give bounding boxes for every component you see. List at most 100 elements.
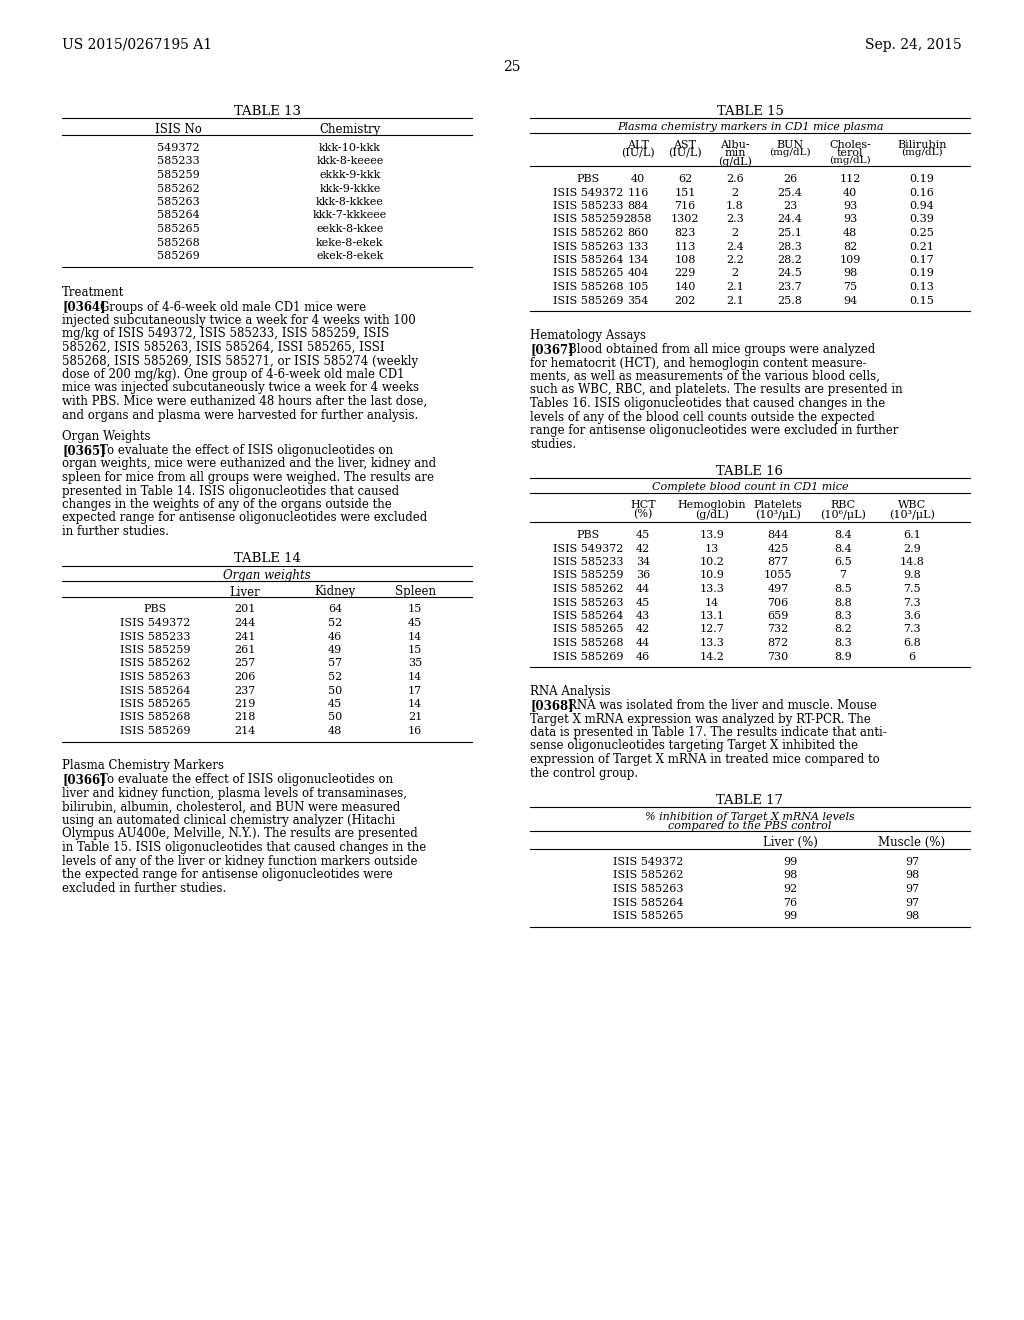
Text: 48: 48 [328, 726, 342, 737]
Text: 229: 229 [675, 268, 695, 279]
Text: 13.3: 13.3 [699, 638, 724, 648]
Text: in further studies.: in further studies. [62, 525, 169, 539]
Text: ISIS 585233: ISIS 585233 [553, 201, 624, 211]
Text: injected subcutaneously twice a week for 4 weeks with 100: injected subcutaneously twice a week for… [62, 314, 416, 327]
Text: 8.4: 8.4 [835, 544, 852, 553]
Text: (10³/μL): (10³/μL) [889, 510, 935, 520]
Text: Complete blood count in CD1 mice: Complete blood count in CD1 mice [651, 482, 848, 492]
Text: (g/dL): (g/dL) [718, 156, 752, 166]
Text: Olympus AU400e, Melville, N.Y.). The results are presented: Olympus AU400e, Melville, N.Y.). The res… [62, 828, 418, 841]
Text: 206: 206 [234, 672, 256, 682]
Text: 50: 50 [328, 685, 342, 696]
Text: 0.25: 0.25 [909, 228, 935, 238]
Text: 40: 40 [631, 174, 645, 183]
Text: levels of any of the liver or kidney function markers outside: levels of any of the liver or kidney fun… [62, 854, 418, 867]
Text: 140: 140 [675, 282, 695, 292]
Text: kkk-8-keeee: kkk-8-keeee [316, 157, 384, 166]
Text: 1055: 1055 [764, 570, 793, 581]
Text: 218: 218 [234, 713, 256, 722]
Text: 244: 244 [234, 618, 256, 628]
Text: 404: 404 [628, 268, 648, 279]
Text: ISIS 585263: ISIS 585263 [553, 242, 624, 252]
Text: ISIS 585233: ISIS 585233 [120, 631, 190, 642]
Text: 354: 354 [628, 296, 648, 305]
Text: 17: 17 [408, 685, 422, 696]
Text: 75: 75 [843, 282, 857, 292]
Text: 15: 15 [408, 605, 422, 615]
Text: [0365]: [0365] [62, 444, 105, 457]
Text: 40: 40 [843, 187, 857, 198]
Text: Hemoglobin: Hemoglobin [678, 500, 746, 510]
Text: 0.19: 0.19 [909, 174, 935, 183]
Text: ISIS 585265: ISIS 585265 [120, 700, 190, 709]
Text: 732: 732 [767, 624, 788, 635]
Text: ISIS 585264: ISIS 585264 [553, 611, 624, 620]
Text: 585259: 585259 [157, 170, 200, 180]
Text: 8.4: 8.4 [835, 531, 852, 540]
Text: 585268, ISIS 585269, ISIS 585271, or ISIS 585274 (weekly: 585268, ISIS 585269, ISIS 585271, or ISI… [62, 355, 418, 367]
Text: PBS: PBS [577, 174, 600, 183]
Text: TABLE 14: TABLE 14 [233, 553, 300, 565]
Text: 94: 94 [843, 296, 857, 305]
Text: 202: 202 [675, 296, 695, 305]
Text: 706: 706 [767, 598, 788, 607]
Text: 6.5: 6.5 [835, 557, 852, 568]
Text: Liver (%): Liver (%) [763, 836, 817, 849]
Text: (mg/dL): (mg/dL) [901, 148, 943, 157]
Text: TABLE 16: TABLE 16 [717, 465, 783, 478]
Text: 877: 877 [767, 557, 788, 568]
Text: 1302: 1302 [671, 214, 699, 224]
Text: spleen for mice from all groups were weighed. The results are: spleen for mice from all groups were wei… [62, 471, 434, 484]
Text: (mg/dL): (mg/dL) [769, 148, 811, 157]
Text: US 2015/0267195 A1: US 2015/0267195 A1 [62, 38, 212, 51]
Text: using an automated clinical chemistry analyzer (Hitachi: using an automated clinical chemistry an… [62, 814, 395, 828]
Text: min: min [724, 148, 745, 158]
Text: 23.7: 23.7 [777, 282, 803, 292]
Text: ISIS 585269: ISIS 585269 [553, 296, 624, 305]
Text: 844: 844 [767, 531, 788, 540]
Text: 13.9: 13.9 [699, 531, 724, 540]
Text: levels of any of the blood cell counts outside the expected: levels of any of the blood cell counts o… [530, 411, 874, 424]
Text: 7.5: 7.5 [903, 583, 921, 594]
Text: 24.5: 24.5 [777, 268, 803, 279]
Text: 872: 872 [767, 638, 788, 648]
Text: (10⁶/μL): (10⁶/μL) [820, 510, 866, 520]
Text: BUN: BUN [776, 140, 804, 150]
Text: 0.13: 0.13 [909, 282, 935, 292]
Text: 0.17: 0.17 [909, 255, 934, 265]
Text: 46: 46 [328, 631, 342, 642]
Text: 134: 134 [628, 255, 648, 265]
Text: Organ Weights: Organ Weights [62, 430, 151, 444]
Text: ISIS 585262: ISIS 585262 [612, 870, 683, 880]
Text: To evaluate the effect of ISIS oligonucleotides on: To evaluate the effect of ISIS oligonucl… [100, 444, 393, 457]
Text: ISIS 585269: ISIS 585269 [120, 726, 190, 737]
Text: 28.2: 28.2 [777, 255, 803, 265]
Text: 93: 93 [843, 214, 857, 224]
Text: Liver: Liver [229, 586, 260, 598]
Text: 549372: 549372 [157, 143, 200, 153]
Text: 585233: 585233 [157, 157, 200, 166]
Text: Spleen: Spleen [394, 586, 435, 598]
Text: Kidney: Kidney [314, 586, 355, 598]
Text: Albu-: Albu- [720, 140, 750, 150]
Text: 8.8: 8.8 [835, 598, 852, 607]
Text: RNA was isolated from the liver and muscle. Mouse: RNA was isolated from the liver and musc… [568, 700, 877, 711]
Text: 34: 34 [636, 557, 650, 568]
Text: 9.8: 9.8 [903, 570, 921, 581]
Text: presented in Table 14. ISIS oligonucleotides that caused: presented in Table 14. ISIS oligonucleot… [62, 484, 399, 498]
Text: 3.6: 3.6 [903, 611, 921, 620]
Text: 2.9: 2.9 [903, 544, 921, 553]
Text: ISIS 585264: ISIS 585264 [120, 685, 190, 696]
Text: [0366]: [0366] [62, 774, 105, 787]
Text: 14: 14 [705, 598, 719, 607]
Text: the control group.: the control group. [530, 767, 638, 780]
Text: ISIS 585263: ISIS 585263 [553, 598, 624, 607]
Text: eekk-8-kkee: eekk-8-kkee [316, 224, 384, 234]
Text: Choles-: Choles- [829, 140, 871, 150]
Text: 730: 730 [767, 652, 788, 661]
Text: ISIS 549372: ISIS 549372 [612, 857, 683, 867]
Text: PBS: PBS [577, 531, 600, 540]
Text: 97: 97 [905, 898, 920, 908]
Text: 8.3: 8.3 [835, 638, 852, 648]
Text: 0.19: 0.19 [909, 268, 935, 279]
